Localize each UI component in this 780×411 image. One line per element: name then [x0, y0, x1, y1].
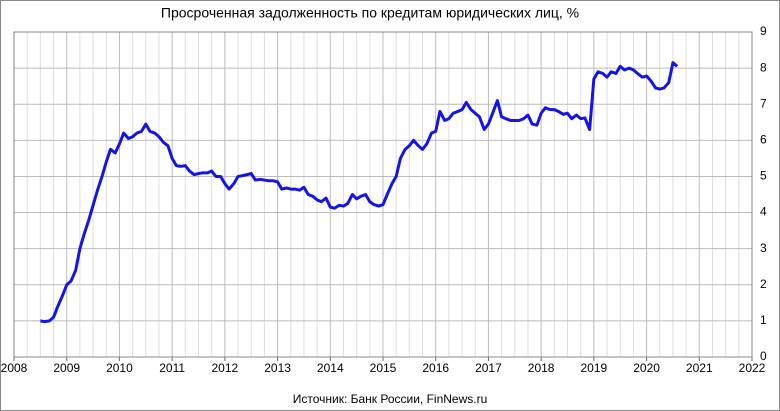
y-tick-label: 1	[760, 313, 767, 327]
y-tick-label: 4	[760, 205, 767, 219]
y-tick-label: 5	[760, 169, 767, 183]
y-tick-label: 9	[760, 24, 767, 38]
x-tick-label: 2014	[317, 361, 344, 375]
chart-title: Просроченная задолженность по кредитам ю…	[161, 5, 579, 21]
x-tick-label: 2010	[106, 361, 133, 375]
y-tick-label: 0	[760, 349, 767, 363]
x-tick-label: 2009	[53, 361, 80, 375]
x-tick-label: 2020	[633, 361, 660, 375]
x-tick-label: 2016	[422, 361, 449, 375]
line	[40, 61, 679, 324]
y-tick-label: 2	[760, 277, 767, 291]
x-tick-label: 2018	[528, 361, 555, 375]
y-tick-label: 7	[760, 96, 767, 110]
x-tick-label: 2012	[212, 361, 239, 375]
x-tick-label: 2011	[159, 361, 185, 375]
y-tick-label: 8	[760, 60, 767, 74]
plot-area	[13, 31, 753, 358]
x-tick-label: 2017	[475, 361, 502, 375]
x-tick-label: 2013	[264, 361, 291, 375]
y-tick-label: 6	[760, 133, 767, 147]
x-tick-label: 2022	[739, 361, 766, 375]
y-tick-label: 3	[760, 241, 767, 255]
source: Источник: Банк России, FinNews.ru	[293, 392, 488, 406]
x-tick-label: 2021	[686, 361, 713, 375]
x-tick-label: 2015	[370, 361, 397, 375]
x-tick-label: 2008	[1, 361, 28, 375]
x-tick-label: 2019	[581, 361, 608, 375]
